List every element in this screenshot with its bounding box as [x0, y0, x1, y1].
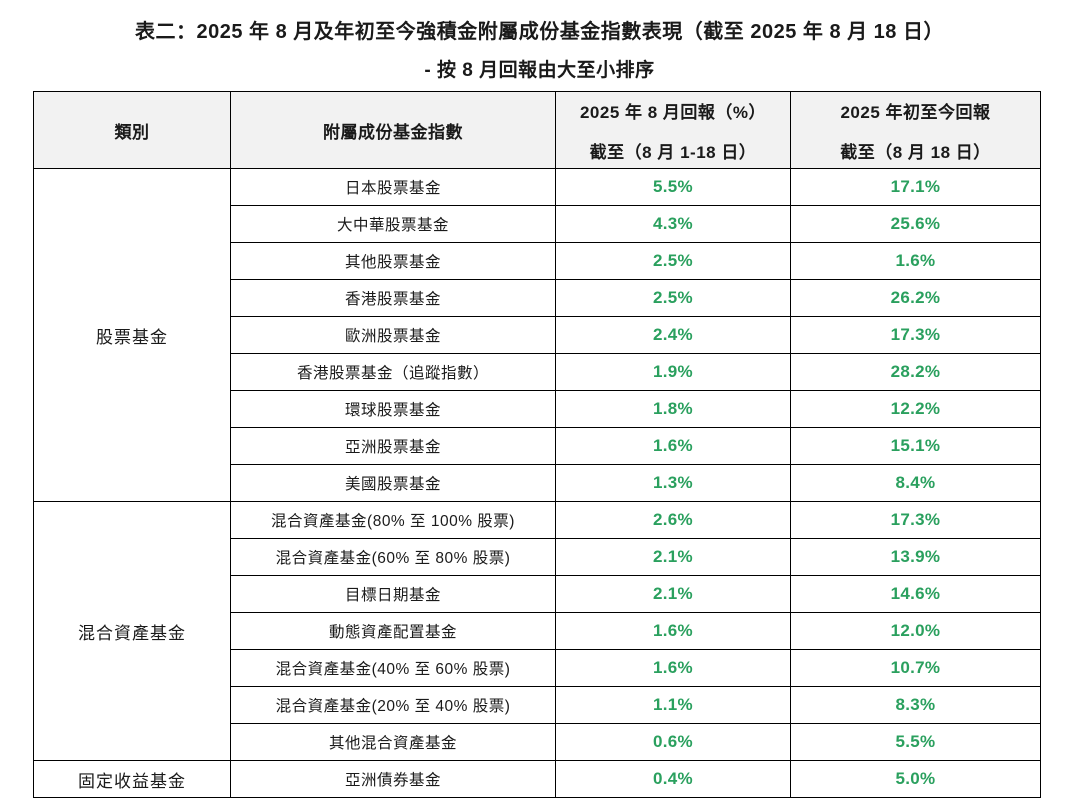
aug-return-cell: 2.6%: [555, 501, 791, 539]
ytd-return-cell: 25.6%: [790, 205, 1041, 243]
ytd-return-cell: 5.0%: [790, 760, 1041, 798]
table-row: 混合資產基金 混合資產基金(80% 至 100% 股票) 2.6% 17.3%: [33, 501, 1041, 761]
fund-name-cell: 混合資產基金(60% 至 80% 股票): [230, 538, 556, 576]
aug-return-cell: 1.9%: [555, 353, 791, 391]
fund-performance-table: 類別 附屬成份基金指數 2025 年 8 月回報（%） 截至（8 月 1-18 …: [33, 91, 1041, 798]
aug-return-cell: 1.6%: [555, 649, 791, 687]
col-header-fund-index-label: 附屬成份基金指數: [323, 122, 463, 142]
category-cell: 混合資產基金: [33, 501, 231, 761]
category-cell: 股票基金: [33, 168, 231, 502]
col-header-ytd-return-line2: 截至（8 月 18 日）: [840, 142, 991, 162]
table-title: 表二：2025 年 8 月及年初至今強積金附屬成份基金指數表現（截至 2025 …: [135, 21, 944, 43]
ytd-return-cell: 26.2%: [790, 279, 1041, 317]
fund-name-cell: 香港股票基金: [230, 279, 556, 317]
ytd-return-cell: 28.2%: [790, 353, 1041, 391]
table-row: 混合資產基金(40% 至 60% 股票) 1.6% 10.7%: [34, 649, 1041, 687]
fund-name-cell: 混合資產基金(40% 至 60% 股票): [230, 649, 556, 687]
ytd-return-cell: 8.4%: [790, 464, 1041, 502]
aug-return-cell: 1.1%: [555, 686, 791, 724]
table-row: 大中華股票基金 4.3% 25.6%: [34, 205, 1041, 243]
aug-return-cell: 2.1%: [555, 575, 791, 613]
ytd-return-cell: 17.1%: [790, 168, 1041, 206]
category-cell: 固定收益基金: [33, 760, 231, 798]
ytd-return-cell: 12.2%: [790, 390, 1041, 428]
fund-name-cell: 歐洲股票基金: [230, 316, 556, 354]
table-subtitle: - 按 8 月回報由大至小排序: [424, 60, 655, 81]
table-row: 香港股票基金 2.5% 26.2%: [34, 279, 1041, 317]
fund-name-cell: 混合資產基金(80% 至 100% 股票): [230, 501, 556, 539]
fund-name-cell: 日本股票基金: [230, 168, 556, 206]
table-row: 歐洲股票基金 2.4% 17.3%: [34, 316, 1041, 354]
aug-return-cell: 1.8%: [555, 390, 791, 428]
col-header-fund-index: 附屬成份基金指數: [230, 91, 556, 169]
table-row: 股票基金 日本股票基金 5.5% 17.1%: [33, 168, 1041, 502]
table-row: 美國股票基金 1.3% 8.4%: [34, 464, 1041, 502]
table-body: 股票基金 日本股票基金 5.5% 17.1% 大中華股票基金 4.3% 25.6% 其他股票基…: [33, 168, 1041, 798]
col-header-aug-return: 2025 年 8 月回報（%） 截至（8 月 1-18 日）: [555, 91, 791, 169]
aug-return-cell: 1.6%: [555, 427, 791, 465]
ytd-return-cell: 17.3%: [790, 316, 1041, 354]
fund-name-cell: 其他股票基金: [230, 242, 556, 280]
aug-return-cell: 2.4%: [555, 316, 791, 354]
aug-return-cell: 2.1%: [555, 538, 791, 576]
table-row: 其他混合資產基金 0.6% 5.5%: [34, 723, 1041, 761]
aug-return-cell: 2.5%: [555, 242, 791, 280]
ytd-return-cell: 5.5%: [790, 723, 1041, 761]
fund-name-cell: 環球股票基金: [230, 390, 556, 428]
ytd-return-cell: 15.1%: [790, 427, 1041, 465]
table-row: 動態資產配置基金 1.6% 12.0%: [34, 612, 1041, 650]
fund-name-cell: 美國股票基金: [230, 464, 556, 502]
aug-return-cell: 4.3%: [555, 205, 791, 243]
ytd-return-cell: 8.3%: [790, 686, 1041, 724]
fund-name-cell: 亞洲股票基金: [230, 427, 556, 465]
table-row: 環球股票基金 1.8% 12.2%: [34, 390, 1041, 428]
table-row: 香港股票基金（追蹤指數） 1.9% 28.2%: [34, 353, 1041, 391]
col-header-aug-return-line2: 截至（8 月 1-18 日）: [589, 142, 757, 162]
ytd-return-cell: 1.6%: [790, 242, 1041, 280]
ytd-return-cell: 10.7%: [790, 649, 1041, 687]
table-row: 其他股票基金 2.5% 1.6%: [34, 242, 1041, 280]
col-header-ytd-return: 2025 年初至今回報 截至（8 月 18 日）: [790, 91, 1041, 169]
fund-name-cell: 大中華股票基金: [230, 205, 556, 243]
fund-name-cell: 亞洲債券基金: [230, 760, 556, 798]
col-header-ytd-return-line1: 2025 年初至今回報: [840, 102, 991, 122]
aug-return-cell: 0.4%: [555, 760, 791, 798]
ytd-return-cell: 13.9%: [790, 538, 1041, 576]
col-header-category: 類別: [33, 91, 231, 169]
aug-return-cell: 1.3%: [555, 464, 791, 502]
fund-name-cell: 目標日期基金: [230, 575, 556, 613]
aug-return-cell: 0.6%: [555, 723, 791, 761]
header-row: 類別 附屬成份基金指數 2025 年 8 月回報（%） 截至（8 月 1-18 …: [33, 91, 1041, 169]
fund-name-cell: 其他混合資產基金: [230, 723, 556, 761]
col-header-category-label: 類別: [114, 122, 150, 142]
col-header-aug-return-line1: 2025 年 8 月回報（%）: [579, 102, 767, 122]
table-row: 混合資產基金(60% 至 80% 股票) 2.1% 13.9%: [34, 538, 1041, 576]
table-header: 類別 附屬成份基金指數 2025 年 8 月回報（%） 截至（8 月 1-18 …: [33, 91, 1041, 169]
ytd-return-cell: 14.6%: [790, 575, 1041, 613]
aug-return-cell: 1.6%: [555, 612, 791, 650]
aug-return-cell: 5.5%: [555, 168, 791, 206]
fund-name-cell: 動態資產配置基金: [230, 612, 556, 650]
fund-name-cell: 香港股票基金（追蹤指數）: [230, 353, 556, 391]
table-row: 固定收益基金 亞洲債券基金 0.4% 5.0%: [33, 760, 1041, 798]
fund-name-cell: 混合資產基金(20% 至 40% 股票): [230, 686, 556, 724]
ytd-return-cell: 17.3%: [790, 501, 1041, 539]
table-row: 亞洲股票基金 1.6% 15.1%: [34, 427, 1041, 465]
aug-return-cell: 2.5%: [555, 279, 791, 317]
ytd-return-cell: 12.0%: [790, 612, 1041, 650]
